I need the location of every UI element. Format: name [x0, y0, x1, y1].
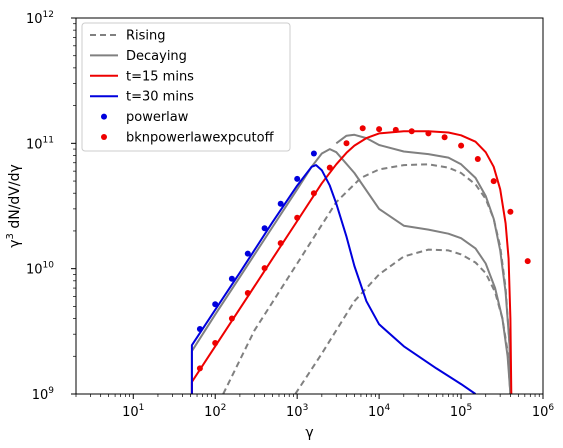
legend: Rising Decaying t=15 mins t=30 mins powerlaw… [81, 22, 291, 152]
y-axis: 109 1010 1011 1012 [26, 10, 76, 403]
data-point-bknpowerlawexpcutoff-14 [425, 130, 432, 137]
series-layer [190, 130, 513, 394]
data-point-bknpowerlawexpcutoff-0 [196, 365, 203, 372]
y-tick-label: 1012 [26, 10, 54, 27]
x-tick-label: 104 [368, 403, 391, 420]
legend-box [81, 22, 291, 152]
plot-frame [75, 17, 544, 395]
data-point-bknpowerlawexpcutoff-17 [474, 156, 481, 162]
legend-swatch [101, 113, 107, 120]
legend-entry-t-30-mins: t=30 mins [90, 90, 194, 105]
series-line-decaying-2 [190, 148, 512, 394]
data-point-powerlaw-7 [310, 150, 317, 157]
legend-entry-powerlaw: powerlaw [101, 110, 189, 125]
data-point-bknpowerlawexpcutoff-11 [376, 126, 383, 133]
data-point-bknpowerlawexpcutoff-10 [359, 125, 366, 132]
legend-label: powerlaw [126, 110, 189, 125]
x-tick-label: 106 [532, 403, 555, 420]
data-point-bknpowerlawexpcutoff-3 [244, 290, 251, 296]
data-point-bknpowerlawexpcutoff-5 [277, 240, 284, 247]
marker-layer [196, 125, 531, 372]
data-point-bknpowerlawexpcutoff-2 [228, 315, 235, 322]
data-point-powerlaw-1 [212, 301, 219, 308]
series-line-decaying-3 [335, 133, 512, 394]
data-point-powerlaw-6 [294, 175, 301, 182]
data-point-bknpowerlawexpcutoff-15 [441, 134, 448, 141]
y-tick-label: 1011 [26, 135, 54, 152]
data-point-powerlaw-0 [196, 326, 203, 332]
data-point-bknpowerlawexpcutoff-6 [294, 214, 301, 221]
legend-label: t=30 mins [126, 90, 194, 105]
data-point-bknpowerlawexpcutoff-7 [310, 190, 317, 197]
x-tick-label: 102 [204, 403, 226, 420]
data-point-bknpowerlawexpcutoff-4 [261, 265, 268, 272]
y-tick-label: 109 [32, 386, 55, 403]
data-point-bknpowerlawexpcutoff-16 [458, 142, 465, 149]
legend-label: Decaying [126, 49, 187, 64]
data-point-bknpowerlawexpcutoff-1 [212, 340, 219, 346]
x-tick-label: 101 [122, 403, 144, 420]
x-axis: 101 102 103 104 105 106 [75, 394, 555, 420]
y-axis-label: γ3 dN/dV/dγ [5, 164, 23, 248]
x-axis-label: γ [305, 425, 313, 441]
data-point-bknpowerlawexpcutoff-12 [392, 126, 399, 133]
data-point-bknpowerlawexpcutoff-19 [507, 208, 514, 215]
x-tick-label: 103 [286, 403, 308, 420]
legend-label: t=15 mins [126, 69, 194, 84]
y-tick-label: 1010 [26, 261, 54, 278]
legend-entry-decaying: Decaying [90, 49, 187, 64]
legend-entry-t-15-mins: t=15 mins [90, 69, 194, 84]
data-point-bknpowerlawexpcutoff-8 [326, 164, 333, 171]
legend-label: Rising [126, 29, 166, 44]
data-point-powerlaw-5 [277, 200, 284, 207]
legend-entry-bknpowerlawexpcutoff: bknpowerlawexpcutoff [101, 131, 275, 146]
data-point-bknpowerlawexpcutoff-20 [524, 258, 531, 265]
data-point-powerlaw-4 [261, 225, 268, 232]
data-point-powerlaw-2 [228, 275, 235, 282]
data-point-bknpowerlawexpcutoff-9 [343, 140, 350, 147]
data-point-bknpowerlawexpcutoff-18 [490, 178, 497, 185]
series-line-t-30-mins-5 [190, 164, 477, 394]
x-tick-label: 105 [450, 403, 472, 420]
legend-entry-rising: Rising [90, 29, 166, 44]
legend-label: bknpowerlawexpcutoff [126, 131, 275, 146]
data-point-bknpowerlawexpcutoff-13 [408, 128, 415, 135]
legend-swatch [101, 134, 107, 140]
data-point-powerlaw-3 [244, 250, 251, 257]
